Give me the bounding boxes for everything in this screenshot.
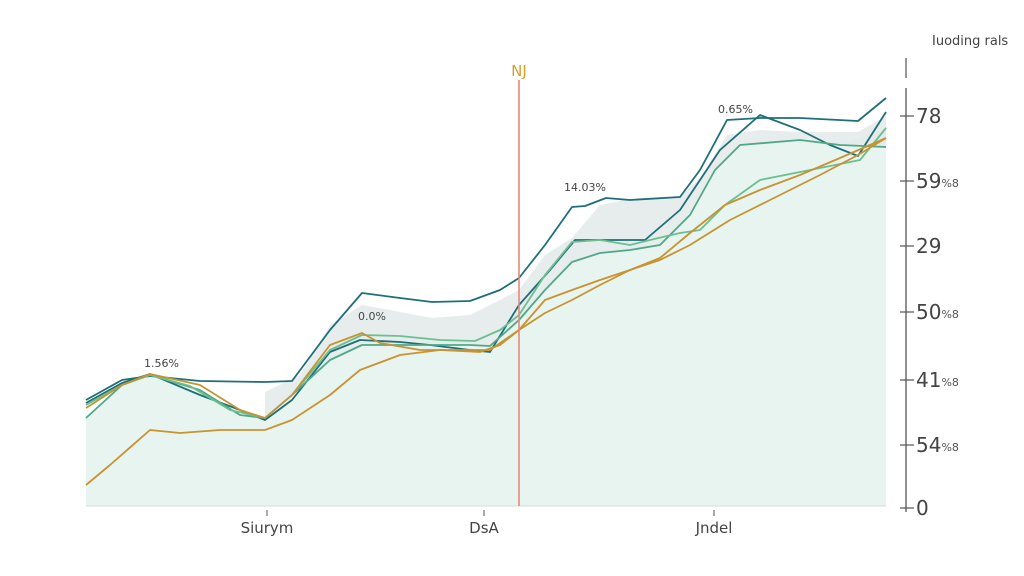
x-tick-label: Jndel bbox=[695, 519, 733, 537]
x-tick-label: DsA bbox=[469, 519, 499, 537]
marker-label: NJ bbox=[511, 62, 527, 80]
series-line-green-mid bbox=[85, 139, 887, 419]
value-annotation: 1.56% bbox=[144, 357, 179, 370]
vertical-marker: NJ bbox=[511, 62, 527, 506]
x-axis: Siurym DsA Jndel bbox=[241, 58, 907, 537]
value-annotation: 0.65% bbox=[718, 103, 753, 116]
y-tick-label: 59%8 bbox=[916, 169, 959, 193]
y-tick-label: 78 bbox=[916, 104, 941, 128]
data-annotations: 1.56% 0.0% 14.03% 0.65% bbox=[144, 103, 753, 370]
x-tick-label: Siurym bbox=[241, 519, 294, 537]
value-annotation: 0.0% bbox=[358, 310, 386, 323]
area-fill bbox=[86, 128, 886, 506]
value-annotation: 14.03% bbox=[564, 181, 606, 194]
y-axis: 78 59%8 29 50%8 41%8 54%8 0 bbox=[900, 88, 959, 520]
y-tick-label: 0 bbox=[916, 496, 929, 520]
band-fill bbox=[265, 116, 886, 418]
chart-title: Iuoding rals bbox=[932, 34, 1008, 49]
plot-area bbox=[85, 97, 887, 507]
y-tick-label: 29 bbox=[916, 234, 941, 258]
series-line-gold-lower bbox=[85, 137, 887, 486]
y-tick-label: 41%8 bbox=[916, 368, 959, 392]
y-tick-label: 50%8 bbox=[916, 300, 959, 324]
y-tick-label: 54%8 bbox=[916, 433, 959, 457]
series-line-gold-upper bbox=[85, 137, 887, 419]
